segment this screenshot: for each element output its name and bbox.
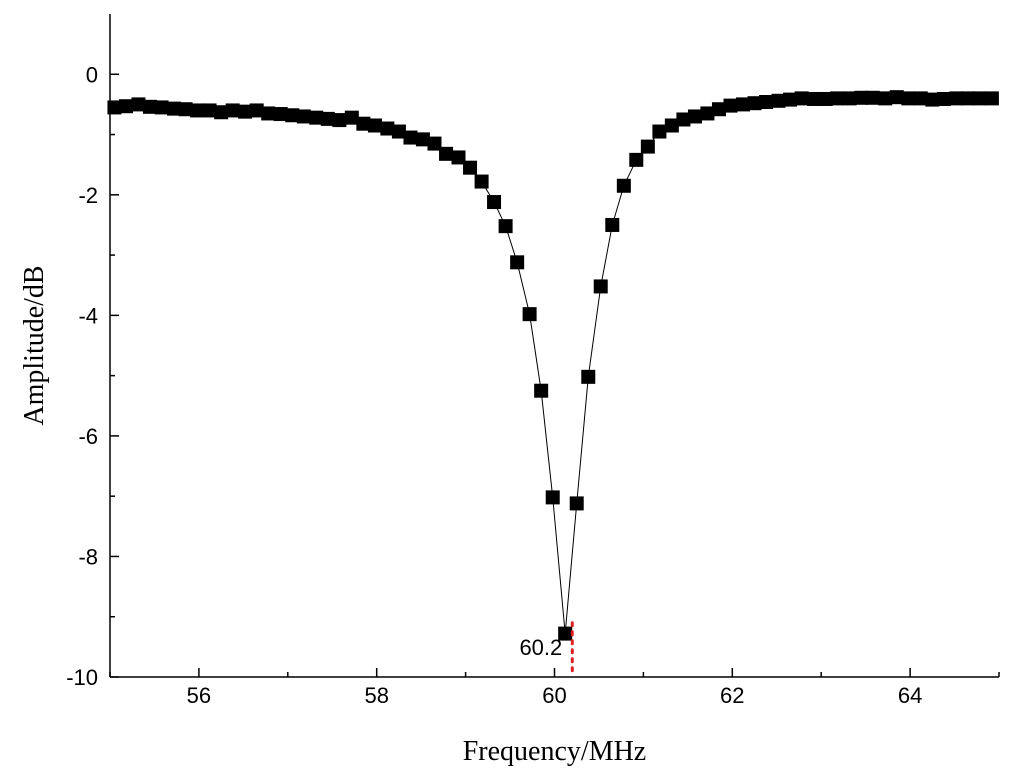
data-point bbox=[202, 103, 217, 118]
data-point bbox=[889, 90, 904, 105]
data-point bbox=[569, 496, 584, 511]
data-point bbox=[700, 106, 715, 121]
axis-ticks: 56 58 60 62 64 0 -2 -4 -6 -8 -10 bbox=[66, 62, 1000, 708]
data-point bbox=[664, 118, 679, 133]
data-point bbox=[735, 97, 750, 112]
data-point bbox=[747, 96, 762, 111]
data-point bbox=[131, 97, 146, 112]
data-point bbox=[913, 91, 928, 106]
data-point bbox=[320, 111, 335, 126]
data-point bbox=[190, 103, 205, 118]
data-point bbox=[356, 116, 371, 131]
data-point bbox=[107, 100, 122, 115]
data-point bbox=[616, 178, 631, 193]
annotation: 60.2 bbox=[519, 621, 574, 678]
data-point bbox=[463, 160, 478, 175]
data-point bbox=[261, 106, 276, 121]
y-axis-title: Amplitude/dB bbox=[19, 265, 50, 425]
data-point bbox=[652, 124, 667, 139]
y-tick-label: -8 bbox=[78, 544, 98, 569]
x-tick-label: 56 bbox=[187, 683, 211, 708]
data-point bbox=[427, 136, 442, 151]
data-point bbox=[451, 150, 466, 165]
data-point bbox=[214, 105, 229, 120]
data-point bbox=[854, 90, 869, 105]
data-point bbox=[629, 152, 644, 167]
data-point bbox=[878, 91, 893, 106]
x-tick-label: 62 bbox=[720, 683, 744, 708]
data-point bbox=[949, 91, 964, 106]
data-point bbox=[687, 109, 702, 124]
data-point bbox=[403, 130, 418, 145]
data-point bbox=[972, 91, 987, 106]
data-point bbox=[807, 91, 822, 106]
data-point bbox=[558, 626, 573, 641]
data-point bbox=[794, 91, 809, 106]
data-point bbox=[285, 108, 300, 123]
data-series bbox=[107, 90, 999, 641]
data-point bbox=[119, 99, 134, 114]
x-tick-label: 60 bbox=[542, 683, 566, 708]
data-point bbox=[818, 91, 833, 106]
data-point bbox=[415, 132, 430, 147]
data-point bbox=[842, 91, 857, 106]
data-point bbox=[344, 110, 359, 125]
y-tick-label: -4 bbox=[78, 303, 98, 328]
data-point bbox=[545, 490, 560, 505]
data-point bbox=[522, 307, 537, 322]
data-point bbox=[380, 121, 395, 136]
data-point bbox=[984, 91, 999, 106]
data-point bbox=[474, 174, 489, 189]
data-point bbox=[487, 195, 502, 210]
data-point bbox=[723, 98, 738, 113]
y-tick-label: -10 bbox=[66, 665, 98, 690]
data-point bbox=[143, 99, 158, 114]
x-axis-title: Frequency/MHz bbox=[463, 736, 647, 767]
data-point bbox=[925, 92, 940, 107]
x-tick-label: 58 bbox=[364, 683, 388, 708]
data-point bbox=[605, 217, 620, 232]
resonance-label: 60.2 bbox=[519, 635, 562, 660]
data-point bbox=[759, 94, 774, 109]
data-point bbox=[167, 101, 182, 116]
data-point bbox=[510, 255, 525, 270]
data-point bbox=[391, 124, 406, 139]
x-tick-label: 64 bbox=[898, 683, 922, 708]
data-point bbox=[367, 118, 382, 133]
data-point bbox=[309, 110, 324, 125]
y-tick-label: 0 bbox=[86, 62, 98, 87]
data-point bbox=[901, 91, 916, 106]
data-point bbox=[249, 103, 264, 118]
data-point bbox=[178, 102, 193, 117]
series-line bbox=[114, 96, 992, 634]
data-point bbox=[225, 103, 240, 118]
data-point bbox=[960, 91, 975, 106]
data-point bbox=[830, 91, 845, 106]
y-tick-label: -2 bbox=[78, 183, 98, 208]
data-point bbox=[593, 279, 608, 294]
y-tick-label: -6 bbox=[78, 424, 98, 449]
data-point bbox=[640, 139, 655, 154]
data-point bbox=[439, 146, 454, 161]
data-point bbox=[581, 369, 596, 384]
data-point bbox=[771, 93, 786, 108]
data-point bbox=[783, 92, 798, 107]
data-point bbox=[936, 91, 951, 106]
data-point bbox=[238, 104, 253, 119]
data-point bbox=[296, 109, 311, 124]
data-point bbox=[273, 107, 288, 122]
data-point bbox=[498, 219, 513, 234]
data-point bbox=[676, 112, 691, 127]
data-point bbox=[332, 113, 347, 128]
data-point bbox=[865, 90, 880, 105]
data-point bbox=[154, 100, 169, 115]
data-point bbox=[534, 383, 549, 398]
data-point bbox=[711, 102, 726, 117]
